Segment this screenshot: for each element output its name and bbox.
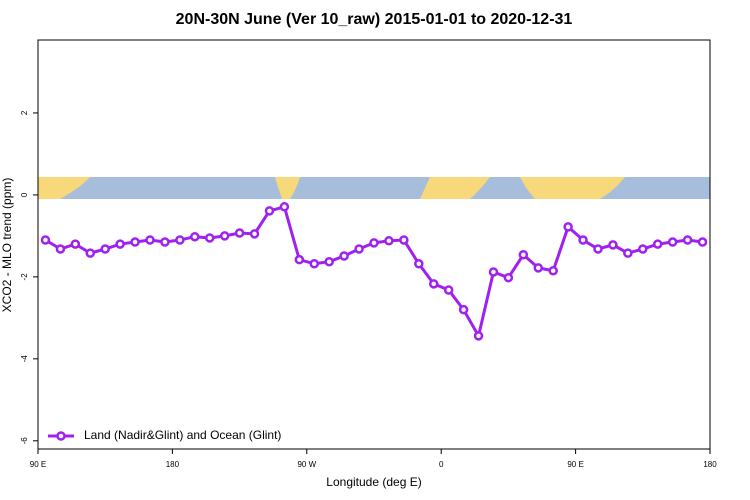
x-tick-label: 90 E <box>567 460 583 469</box>
y-axis-label: XCO2 - MLO trend (ppm) <box>0 178 14 313</box>
data-point <box>578 235 588 245</box>
y-tick-label: -2 <box>20 273 29 281</box>
data-point <box>473 331 484 341</box>
data-point <box>70 239 81 249</box>
data-point <box>130 237 140 247</box>
x-tick-label: 180 <box>166 460 180 469</box>
data-point <box>518 249 529 260</box>
data-point <box>503 272 514 283</box>
data-point <box>608 240 618 250</box>
data-point <box>175 235 185 245</box>
data-point <box>249 229 260 239</box>
data-point <box>623 248 633 258</box>
data-point <box>652 239 663 249</box>
data-point <box>697 237 708 247</box>
data-point <box>204 233 215 243</box>
data-point <box>458 304 469 315</box>
data-point <box>533 263 544 273</box>
data-point <box>384 236 394 246</box>
legend-marker <box>56 431 66 441</box>
data-point <box>339 251 349 261</box>
data-point <box>40 235 51 245</box>
data-point <box>593 244 603 254</box>
data-point <box>682 235 693 245</box>
data-point <box>264 206 275 216</box>
data-point <box>667 237 678 247</box>
data-point <box>234 228 245 238</box>
data-point <box>309 259 320 269</box>
data-point <box>160 237 170 247</box>
x-tick-label: 90 W <box>297 460 316 469</box>
data-point <box>55 244 66 254</box>
data-point <box>428 279 439 289</box>
data-point <box>354 244 364 254</box>
x-axis-label: Longitude (deg E) <box>326 475 421 489</box>
data-point <box>488 267 499 277</box>
chart-title: 20N-30N June (Ver 10_raw) 2015-01-01 to … <box>176 11 573 28</box>
legend-label: Land (Nadir&Glint) and Ocean (Glint) <box>84 428 281 442</box>
data-point <box>563 222 573 232</box>
data-point <box>145 235 155 245</box>
y-tick-label: -6 <box>20 437 29 445</box>
data-point <box>638 244 648 254</box>
data-point <box>85 248 96 258</box>
data-point <box>294 254 305 265</box>
x-tick-label: 0 <box>439 460 444 469</box>
series-line <box>44 204 703 340</box>
data-point <box>100 244 110 254</box>
y-tick-label: -4 <box>20 355 29 363</box>
data-point <box>399 235 409 245</box>
data-point <box>115 239 125 249</box>
data-point <box>414 259 424 269</box>
data-point <box>279 202 290 212</box>
map-strip <box>38 177 710 199</box>
data-point <box>369 238 379 248</box>
data-point <box>324 256 334 267</box>
x-tick-label: 90 E <box>30 460 46 469</box>
y-tick-label: 2 <box>20 110 29 115</box>
y-tick-label: 0 <box>20 192 29 197</box>
data-point <box>548 265 558 276</box>
data-point <box>443 285 454 295</box>
data-point <box>219 231 230 241</box>
plot-frame <box>37 39 711 450</box>
x-tick-label: 180 <box>703 460 717 469</box>
data-point <box>190 231 200 242</box>
